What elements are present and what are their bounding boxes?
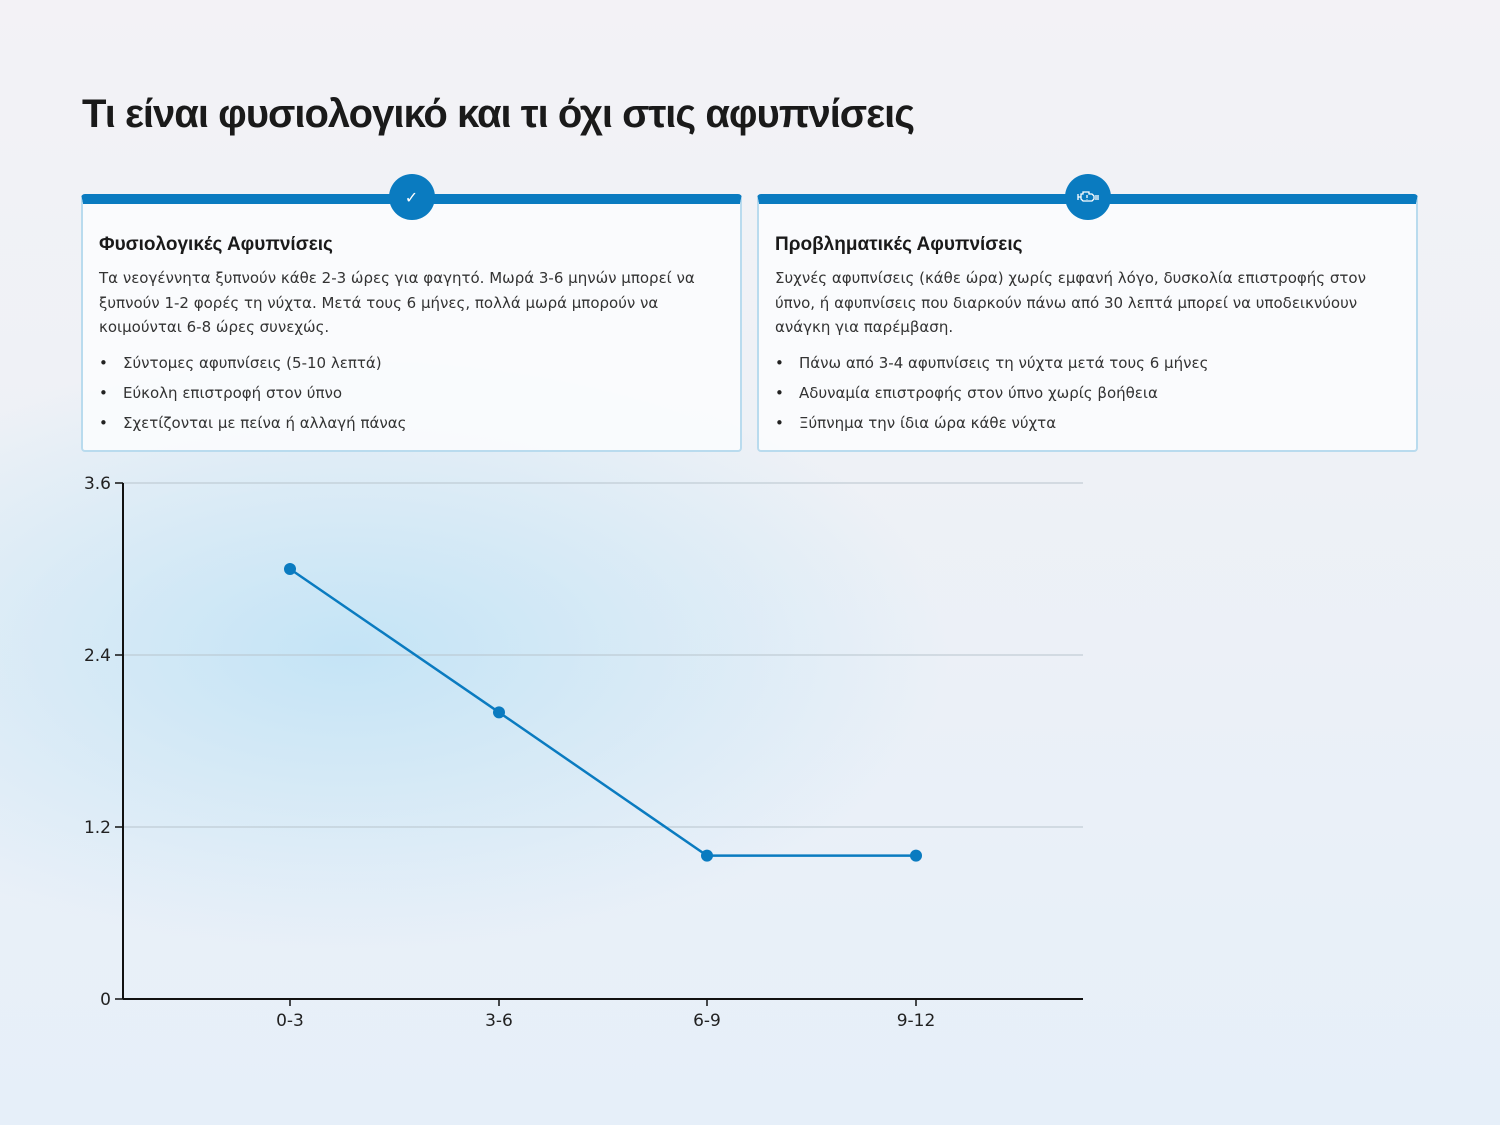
card-text: Συχνές αφυπνίσεις (κάθε ώρα) χωρίς εμφαν… xyxy=(775,269,1366,336)
list-item: Σχετίζονται με πείνα ή αλλαγή πάνας xyxy=(99,408,724,438)
normal-wakings-card: ✓ Φυσιολογικές Αφυπνίσεις Τα νεογέννητα … xyxy=(81,174,742,452)
y-tick-label: 1.2 xyxy=(84,818,111,838)
page-title: Τι είναι φυσιολογικό και τι όχι στις αφυ… xyxy=(82,92,915,136)
series-line xyxy=(289,567,916,857)
card-title: Φυσιολογικές Αφυπνίσεις xyxy=(99,234,333,255)
list-item: Ξύπνημα την ίδια ώρα κάθε νύχτα xyxy=(775,408,1400,438)
card-title: Προβληματικές Αφυπνίσεις xyxy=(775,234,1023,255)
data-point xyxy=(701,849,713,862)
list-item: Εύκολη επιστροφή στον ύπνο xyxy=(99,378,724,408)
x-tick-label: 0-3 xyxy=(276,1011,304,1031)
data-point xyxy=(910,849,922,862)
x-tick-label: 6-9 xyxy=(693,1011,721,1031)
problem-wakings-card: Προβληματικές Αφυπνίσεις Συχνές αφυπνίσε… xyxy=(757,174,1418,452)
y-tick-label: 0 xyxy=(100,990,111,1010)
x-tick-label: 3-6 xyxy=(485,1011,513,1031)
check-icon: ✓ xyxy=(388,174,435,220)
data-point xyxy=(284,563,296,575)
engine-warning-icon xyxy=(1064,174,1111,220)
list-item: Πάνω από 3-4 αφυπνίσεις τη νύχτα μετά το… xyxy=(775,348,1400,378)
card-text: Τα νεογέννητα ξυπνούν κάθε 2-3 ώρες για … xyxy=(99,269,695,336)
y-tick-label: 3.6 xyxy=(84,474,111,494)
x-tick-label: 9-12 xyxy=(897,1011,936,1031)
data-point xyxy=(493,706,505,719)
y-tick-label: 2.4 xyxy=(84,646,111,666)
list-item: Σύντομες αφυπνίσεις (5-10 λεπτά) xyxy=(99,348,724,378)
list-item: Αδυναμία επιστροφής στον ύπνο χωρίς βοήθ… xyxy=(775,378,1400,408)
